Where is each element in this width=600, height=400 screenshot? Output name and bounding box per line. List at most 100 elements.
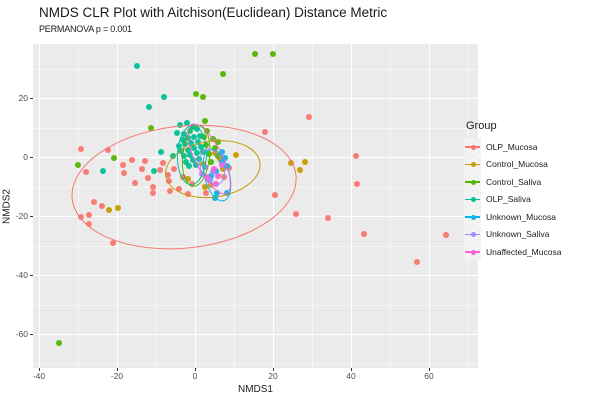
data-point-OLP_Mucosa (132, 180, 139, 187)
data-point-OLP_Saliva (183, 158, 190, 165)
data-point-OLP_Mucosa (85, 211, 92, 218)
plot-panel (33, 44, 478, 368)
data-point-OLP_Mucosa (149, 184, 156, 191)
legend-key-icon (464, 155, 481, 173)
data-point-OLP_Mucosa (99, 203, 106, 210)
data-point-Unaffected_Mucosa (218, 162, 225, 169)
data-point-Control_Mucosa (200, 161, 207, 168)
data-point-Unknown_Mucosa (222, 154, 229, 161)
data-point-OLP_Saliva (189, 156, 196, 163)
data-point-OLP_Saliva (193, 150, 200, 157)
y-tick-label: 20 (18, 93, 28, 103)
data-point-OLP_Mucosa (138, 166, 145, 173)
data-point-Unaffected_Mucosa (215, 173, 222, 180)
data-point-OLP_Saliva (134, 62, 141, 69)
data-point-Control_Saliva (252, 51, 259, 58)
data-point-OLP_Mucosa (305, 113, 312, 120)
data-point-Unknown_Mucosa (218, 159, 225, 165)
data-point-OLP_Mucosa (83, 169, 90, 176)
data-point-Control_Saliva (212, 145, 219, 152)
data-point-Unknown_Saliva (199, 171, 206, 178)
legend-key-icon (464, 138, 481, 156)
legend-key-dot (470, 179, 476, 185)
legend-key-icon (464, 190, 481, 208)
data-point-Control_Saliva (193, 91, 200, 98)
data-point-Control_Saliva (219, 71, 226, 78)
data-point-OLP_Mucosa (203, 189, 210, 196)
legend-entry-label: Unaffected_Mucosa (486, 246, 562, 257)
data-point-Control_Saliva (111, 155, 118, 162)
gridline-x-major (39, 44, 40, 368)
x-tick-label: 40 (346, 371, 356, 381)
gridline-y-major (33, 334, 478, 335)
data-point-OLP_Mucosa (128, 157, 135, 164)
y-tick-label: -60 (15, 329, 28, 339)
data-point-OLP_Saliva (178, 148, 185, 155)
data-point-Control_Saliva (147, 125, 154, 132)
data-point-OLP_Mucosa (261, 128, 268, 135)
data-point-OLP_Saliva (177, 121, 184, 128)
data-point-OLP_Mucosa (360, 231, 367, 238)
data-point-Unaffected_Mucosa (210, 166, 217, 173)
page-subtitle: PERMANOVA p = 0.001 (39, 24, 132, 34)
data-point-OLP_Mucosa (353, 152, 360, 159)
data-point-Control_Saliva (270, 51, 277, 58)
data-point-OLP_Saliva (191, 133, 198, 140)
data-point-OLP_Saliva (161, 94, 168, 101)
data-point-OLP_Saliva (187, 127, 194, 134)
legend-entry-label: Unknown_Mucosa (486, 211, 556, 222)
data-point-OLP_Saliva (180, 153, 187, 160)
data-point-Control_Mucosa (184, 176, 191, 183)
data-point-Control_Mucosa (287, 160, 294, 167)
y-tick-mark (30, 334, 33, 335)
legend-entry: Control_Mucosa (464, 155, 561, 174)
data-point-OLP_Mucosa (188, 181, 195, 188)
y-tick-mark (30, 275, 33, 276)
data-point-Control_Saliva (204, 128, 211, 135)
gridline-y-minor (33, 186, 478, 188)
data-point-Control_Saliva (208, 159, 215, 166)
gridline-x-minor (390, 44, 391, 368)
data-point-OLP_Saliva (194, 125, 201, 132)
data-point-OLP_Saliva (196, 155, 203, 162)
y-tick-label: -40 (15, 270, 28, 280)
legend-key-icon (464, 173, 481, 191)
gridline-y-major (33, 275, 478, 276)
data-point-OLP_Mucosa (324, 215, 331, 222)
legend: Group OLP_Mucosa Control_Mucosa Control_Sa… (464, 120, 561, 261)
data-point-OLP_Saliva (146, 103, 153, 110)
legend-entry-label: OLP_Saliva (486, 194, 531, 205)
data-point-OLP_Saliva (182, 141, 189, 148)
x-tick-mark (39, 368, 40, 371)
x-axis-title: NMDS1 (237, 384, 273, 395)
data-point-Control_Saliva (215, 153, 222, 160)
data-point-OLP_Mucosa (150, 189, 157, 196)
data-point-OLP_Mucosa (184, 190, 191, 197)
data-point-OLP_Mucosa (167, 187, 174, 194)
legend-key-dot (470, 162, 476, 168)
gridline-x-major (429, 44, 430, 368)
legend-key-dot (470, 214, 476, 220)
x-tick-mark (351, 368, 352, 371)
legend-entry: Unknown_Mucosa (464, 208, 561, 226)
x-tick-mark (273, 368, 274, 371)
data-point-Control_Saliva (55, 339, 62, 346)
data-point-Unknown_Mucosa (213, 190, 220, 197)
legend-key-icon (464, 225, 481, 243)
legend-key-dot (470, 144, 476, 150)
data-point-OLP_Saliva (192, 161, 199, 168)
data-point-Control_Mucosa (220, 165, 227, 172)
data-point-OLP_Saliva (176, 142, 182, 149)
x-tick-mark (117, 368, 118, 371)
gridline-y-minor (33, 363, 478, 365)
data-point-OLP_Saliva (150, 167, 157, 174)
data-point-Unknown_Saliva (209, 169, 216, 176)
legend-entry: Control_Saliva (464, 173, 561, 191)
data-point-Control_Saliva (209, 135, 216, 142)
legend-title: Group (466, 120, 497, 132)
data-point-Control_Saliva (200, 93, 207, 100)
data-point-OLP_Saliva (188, 139, 195, 146)
legend-entry-label: Control_Mucosa (486, 159, 548, 170)
data-point-Unaffected_Mucosa (213, 180, 220, 187)
data-point-Control_Mucosa (106, 206, 113, 213)
